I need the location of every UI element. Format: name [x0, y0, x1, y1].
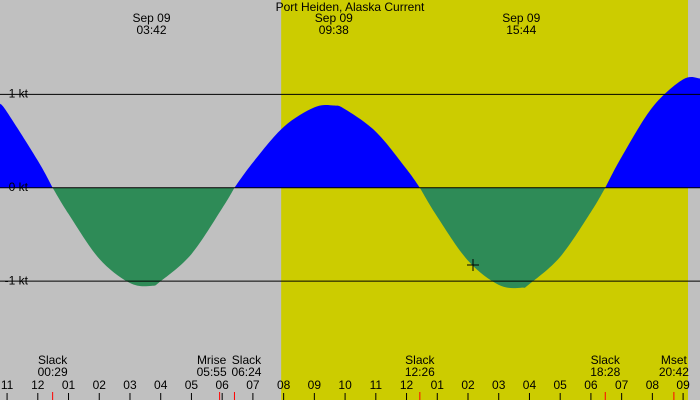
- chart-title: Port Heiden, Alaska Current: [276, 0, 425, 14]
- x-tick-label: 11: [370, 378, 383, 392]
- x-tick-label: 01: [431, 378, 445, 392]
- event-time: 06:24: [231, 365, 261, 379]
- x-tick-label: 07: [246, 378, 260, 392]
- x-tick-label: 02: [461, 378, 475, 392]
- x-tick-label: 08: [277, 378, 291, 392]
- x-tick-label: 06: [584, 378, 598, 392]
- x-tick-label: 08: [646, 378, 660, 392]
- peak-time: 09:38: [319, 23, 349, 37]
- event-time: 18:28: [590, 365, 620, 379]
- x-tick-label: 11: [1, 378, 14, 392]
- current-area: [52, 187, 235, 287]
- event-label: Slack: [405, 353, 435, 367]
- y-tick-label: 1 kt: [9, 87, 29, 101]
- peak-time: 15:44: [506, 23, 536, 37]
- peak-time: 03:42: [136, 23, 166, 37]
- event-label: Mset: [661, 353, 688, 367]
- x-tick-label: 04: [523, 378, 537, 392]
- event-label: Slack: [38, 353, 68, 367]
- event-label: Slack: [232, 353, 262, 367]
- x-tick-label: 09: [308, 378, 322, 392]
- event-time: 00:29: [38, 365, 68, 379]
- x-tick-label: 09: [676, 378, 690, 392]
- x-tick-label: 10: [338, 378, 352, 392]
- current-area: [234, 105, 420, 188]
- x-tick-label: 05: [554, 378, 568, 392]
- x-tick-label: 12: [400, 378, 414, 392]
- x-tick-label: 12: [31, 378, 45, 392]
- peak-date: Sep 09: [132, 11, 170, 25]
- event-label: Slack: [591, 353, 621, 367]
- x-tick-label: 07: [615, 378, 629, 392]
- current-area: [0, 103, 53, 188]
- x-tick-label: 06: [215, 378, 229, 392]
- y-tick-label: -1 kt: [5, 273, 29, 287]
- x-tick-label: 03: [123, 378, 137, 392]
- cursor: [467, 259, 479, 271]
- current-area: [419, 187, 606, 289]
- event-time: 12:26: [405, 365, 435, 379]
- x-tick-label: 02: [93, 378, 107, 392]
- x-tick-label: 04: [154, 378, 168, 392]
- y-tick-label: 0 kt: [9, 180, 29, 194]
- x-tick-label: 05: [185, 378, 199, 392]
- event-time: 05:55: [197, 365, 227, 379]
- peak-date: Sep 09: [502, 11, 540, 25]
- peak-date: Sep 09: [315, 11, 353, 25]
- event-label: Mrise: [197, 353, 227, 367]
- x-tick-label: 03: [492, 378, 506, 392]
- current-area: [605, 77, 700, 188]
- x-tick-label: 01: [62, 378, 76, 392]
- event-time: 20:42: [659, 365, 689, 379]
